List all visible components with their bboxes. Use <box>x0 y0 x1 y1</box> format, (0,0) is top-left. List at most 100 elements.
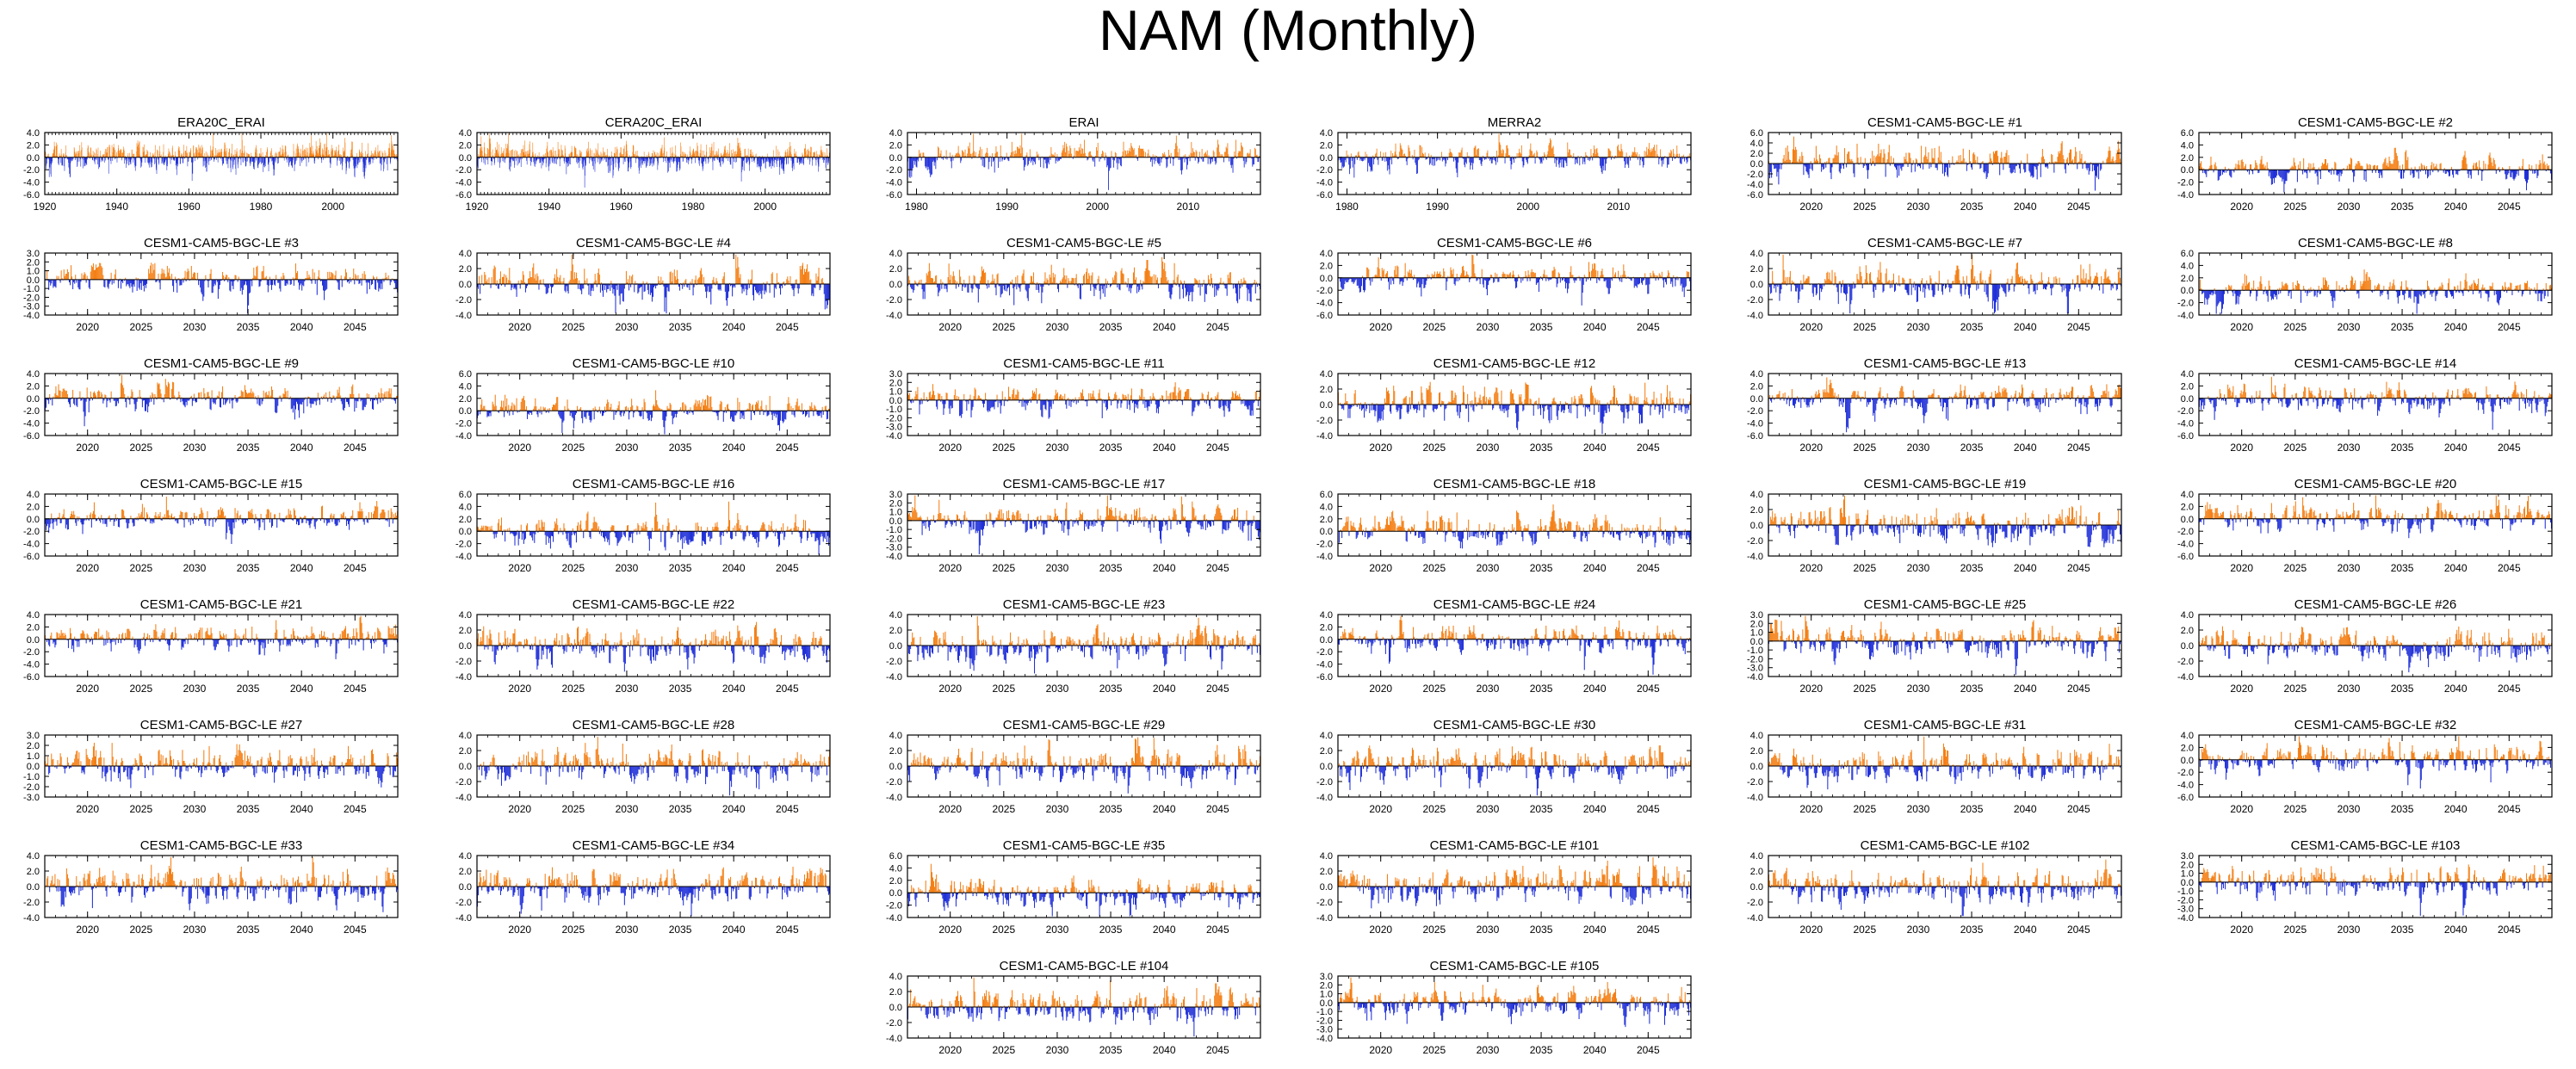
anomaly-bar <box>799 157 800 165</box>
anomaly-bar <box>639 157 641 167</box>
anomaly-bar <box>653 157 654 166</box>
anomaly-bar <box>1168 150 1169 158</box>
anomaly-bar <box>2088 164 2090 175</box>
anomaly-bar <box>789 146 790 158</box>
anomaly-bar <box>642 157 643 164</box>
y-tick-label: 4.0 <box>889 128 902 139</box>
anomaly-bar <box>1415 157 1417 165</box>
anomaly-bar <box>929 157 931 174</box>
anomaly-bar <box>2360 165 2362 170</box>
anomaly-bar <box>105 148 106 158</box>
anomaly-bar <box>628 157 629 172</box>
anomaly-bar <box>1564 157 1565 161</box>
anomaly-bar <box>158 157 159 159</box>
anomaly-bar <box>578 157 579 163</box>
anomaly-bar <box>1565 157 1567 164</box>
anomaly-bar <box>666 151 667 158</box>
anomaly-bar <box>913 157 914 161</box>
anomaly-bar <box>678 157 679 160</box>
anomaly-bar <box>1681 157 1682 164</box>
anomaly-bar <box>2211 164 2213 170</box>
anomaly-bar <box>621 147 622 158</box>
anomaly-bar <box>587 154 588 158</box>
anomaly-bar <box>1676 145 1678 158</box>
anomaly-bar <box>1356 155 1357 158</box>
anomaly-bar <box>127 157 128 162</box>
anomaly-bar <box>1166 157 1167 169</box>
anomaly-bar <box>356 157 357 160</box>
anomaly-bar <box>642 157 644 165</box>
anomaly-bar <box>733 149 734 158</box>
anomaly-bar <box>1593 145 1595 158</box>
anomaly-bar <box>1636 154 1637 158</box>
anomaly-bar <box>543 157 544 160</box>
anomaly-bar <box>315 140 317 158</box>
anomaly-bar <box>777 157 778 160</box>
anomaly-bar <box>1153 157 1155 160</box>
anomaly-bar <box>220 157 221 159</box>
anomaly-bar <box>390 150 392 158</box>
anomaly-bar <box>658 157 659 164</box>
anomaly-bar <box>657 157 658 162</box>
anomaly-bar <box>129 157 130 160</box>
anomaly-bar <box>2250 164 2251 170</box>
anomaly-bar <box>2269 170 2271 179</box>
anomaly-bar <box>2215 166 2217 170</box>
anomaly-bar <box>2269 170 2270 173</box>
anomaly-bar <box>664 137 665 158</box>
anomaly-bar <box>109 147 110 158</box>
anomaly-bar <box>654 152 655 158</box>
anomaly-bar <box>510 157 511 163</box>
anomaly-bar <box>506 148 508 158</box>
anomaly-bar <box>1416 157 1417 175</box>
x-tick-label: 2010 <box>1177 201 1200 213</box>
anomaly-bar <box>802 157 804 164</box>
anomaly-bar <box>818 157 819 172</box>
x-tick-label: 1960 <box>610 201 633 213</box>
anomaly-bar <box>562 150 563 158</box>
anomaly-bar <box>2049 161 2051 164</box>
anomaly-bar <box>238 155 240 158</box>
anomaly-bar <box>610 157 612 165</box>
anomaly-bar <box>672 146 673 158</box>
anomaly-bar <box>86 157 88 165</box>
anomaly-bar <box>1811 164 1813 171</box>
anomaly-bar <box>67 272 69 280</box>
anomaly-bar <box>87 157 88 160</box>
anomaly-bar <box>46 154 48 158</box>
anomaly-bar <box>570 152 572 158</box>
anomaly-bar <box>1110 157 1112 168</box>
anomaly-bar <box>271 156 273 158</box>
anomaly-bar <box>960 157 962 164</box>
anomaly-bar <box>95 157 96 160</box>
anomaly-bar <box>533 154 534 158</box>
anomaly-bar <box>2077 164 2078 170</box>
anomaly-bar <box>2227 170 2229 171</box>
anomaly-bar <box>163 157 164 164</box>
anomaly-bar <box>659 156 660 158</box>
anomaly-bar <box>545 157 547 168</box>
anomaly-bar <box>189 151 190 158</box>
anomaly-bar <box>792 157 793 164</box>
anomaly-bar <box>107 279 108 287</box>
anomaly-bar <box>1130 143 1132 158</box>
anomaly-bar <box>212 151 214 158</box>
anomaly-bar <box>734 154 736 158</box>
anomaly-bar <box>810 146 812 158</box>
anomaly-bar <box>1464 157 1466 168</box>
anomaly-bar <box>594 157 596 172</box>
anomaly-bar <box>641 157 643 161</box>
anomaly-bar <box>629 155 630 158</box>
anomaly-bar <box>1877 154 1879 164</box>
anomaly-bar <box>306 147 307 158</box>
anomaly-bar <box>368 157 370 165</box>
anomaly-bar <box>2309 170 2311 173</box>
anomaly-bar <box>2366 163 2368 170</box>
anomaly-bar <box>564 145 566 158</box>
anomaly-bar <box>909 157 911 178</box>
anomaly-bar <box>84 157 86 166</box>
anomaly-bar <box>2478 170 2480 176</box>
anomaly-bar <box>737 145 738 158</box>
anomaly-bar <box>1642 157 1643 162</box>
anomaly-bar <box>2379 170 2381 178</box>
